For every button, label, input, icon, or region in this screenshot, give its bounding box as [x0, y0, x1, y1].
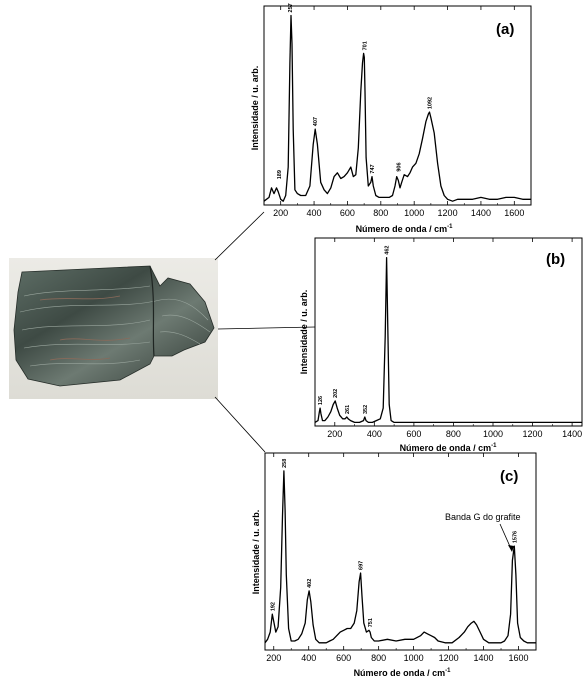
x-tick-label: 200 [273, 208, 288, 218]
x-axis-title: Número de onda / cm-1 [400, 443, 498, 453]
annotation-arrowhead [508, 545, 514, 552]
y-axis-title: Intensidade / u. arb. [250, 66, 260, 151]
peak-label: 402 [307, 579, 313, 588]
panel-label: (b) [546, 251, 565, 268]
peak-labels: 192 258 402 697 751 1576 [270, 459, 518, 628]
x-tick-label: 800 [446, 429, 461, 439]
x-tick-label: 400 [301, 653, 316, 663]
x-tick-labels: 200 400 600 800 1000 1200 1400 1600 [273, 208, 524, 218]
graphite-g-band-annotation: Banda G do grafite [445, 512, 521, 522]
x-axis-title: Número de onda / cm-1 [356, 224, 454, 234]
spectrum-line [264, 470, 536, 644]
x-tick-label: 1200 [523, 429, 543, 439]
chart-panel-b: 200 400 600 800 1000 1200 1400 126 202 261 352 462… [299, 237, 583, 453]
x-tick-label: 1600 [504, 208, 524, 218]
x-tick-label: 1000 [483, 429, 503, 439]
x-tick-label: 400 [307, 208, 322, 218]
connector-to-panel-b [217, 326, 316, 330]
x-axis-title-superscript: -1 [445, 668, 451, 674]
peak-label: 747 [370, 164, 376, 173]
x-tick-label: 1000 [404, 208, 424, 218]
x-tick-label: 600 [340, 208, 355, 218]
plot-frame [263, 5, 532, 206]
peak-labels: 126 202 261 352 462 [318, 246, 390, 415]
connector-lines [214, 211, 316, 453]
peak-label: 257 [288, 3, 294, 12]
x-axis-title-text: Número de onda / cm [356, 224, 448, 234]
spectrum-line [263, 14, 531, 202]
y-axis-title: Intensidade / u. arb. [299, 290, 309, 375]
peak-label: 462 [385, 246, 391, 255]
peak-label: 1576 [512, 531, 518, 543]
panel-label: (c) [500, 468, 518, 485]
x-tick-label: 1600 [509, 653, 529, 663]
rock-photo [9, 258, 218, 399]
peak-label: 258 [282, 459, 288, 468]
x-tick-label: 1200 [438, 208, 458, 218]
x-axis-title-text: Número de onda / cm [400, 443, 492, 453]
panel-label: (a) [496, 21, 514, 38]
peak-label: 126 [318, 396, 324, 405]
peak-label: 352 [363, 405, 369, 414]
peak-label: 261 [345, 405, 351, 414]
x-ticks [263, 6, 532, 205]
x-tick-label: 200 [266, 653, 281, 663]
peak-label: 189 [277, 170, 283, 179]
peak-label: 407 [313, 117, 319, 126]
x-axis-title-superscript: -1 [447, 224, 453, 230]
x-tick-label: 400 [367, 429, 382, 439]
x-tick-label: 800 [373, 208, 388, 218]
plot-frame [314, 237, 583, 427]
x-ticks [314, 238, 573, 426]
x-tick-label: 1400 [474, 653, 494, 663]
plot-frame [264, 452, 537, 651]
x-tick-label: 200 [327, 429, 342, 439]
x-tick-labels: 200 400 600 800 1000 1200 1400 1600 [266, 653, 528, 663]
rock-rust-streaks [39, 295, 131, 361]
rock-body [13, 265, 215, 387]
peak-labels: 189 257 407 701 747 906 1092 [277, 3, 434, 179]
connector-to-panel-c [214, 396, 266, 453]
y-axis-title: Intensidade / u. arb. [251, 510, 261, 595]
peak-label: 1092 [428, 97, 434, 109]
x-tick-label: 1400 [562, 429, 582, 439]
peak-label: 697 [359, 561, 365, 570]
rock-seam [149, 265, 155, 357]
x-tick-label: 1400 [471, 208, 491, 218]
x-tick-label: 1000 [404, 653, 424, 663]
x-axis-title-text: Número de onda / cm [354, 668, 446, 678]
x-ticks [273, 453, 537, 650]
x-axis-title-superscript: -1 [491, 443, 497, 449]
x-tick-label: 800 [371, 653, 386, 663]
spectrum-line [314, 257, 582, 424]
peak-label: 751 [368, 618, 374, 627]
x-tick-label: 600 [406, 429, 421, 439]
peak-label: 202 [333, 389, 339, 398]
rock-texture [19, 285, 211, 367]
connector-to-panel-a [214, 211, 265, 261]
x-tick-label: 600 [336, 653, 351, 663]
peak-label: 192 [270, 602, 276, 611]
peak-label: 906 [397, 162, 403, 171]
peak-label: 701 [362, 41, 368, 50]
x-tick-label: 1200 [439, 653, 459, 663]
chart-panel-c: 200 400 600 800 1000 1200 1400 1600 192 258 402 69… [251, 452, 537, 678]
chart-panel-a: 200 400 600 800 1000 1200 1400 1600 189 257 407 70… [250, 3, 532, 234]
x-axis-title: Número de onda / cm-1 [354, 668, 452, 678]
x-tick-labels: 200 400 600 800 1000 1200 1400 [327, 429, 582, 439]
